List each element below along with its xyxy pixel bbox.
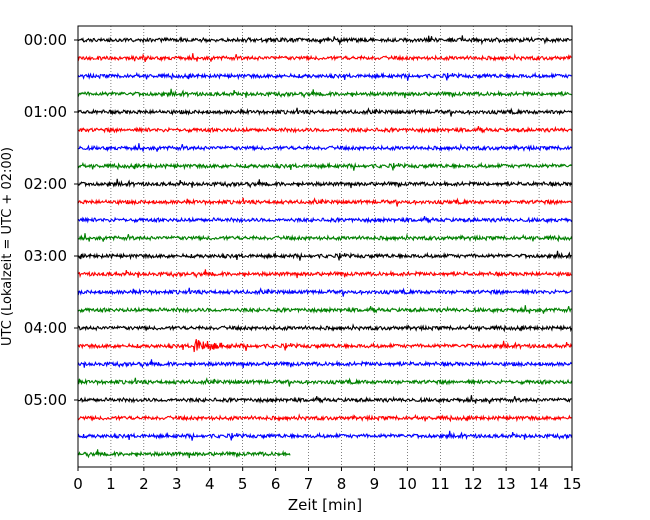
y-tick-label: 03:00 xyxy=(24,247,67,265)
x-tick-label: 7 xyxy=(304,475,314,493)
x-tick-label: 14 xyxy=(530,475,549,493)
x-tick-label: 9 xyxy=(370,475,380,493)
seismic-trace xyxy=(77,430,573,441)
plot-frame xyxy=(77,25,573,468)
seismic-trace xyxy=(77,125,573,134)
seismic-trace xyxy=(77,233,573,243)
seismic-trace xyxy=(77,269,572,279)
seismic-trace xyxy=(77,395,572,404)
x-tick-label: 3 xyxy=(172,475,182,493)
seismic-trace xyxy=(77,107,573,117)
seismic-trace xyxy=(77,35,572,46)
y-tick-label: 04:00 xyxy=(24,319,67,337)
y-tick-label: 05:00 xyxy=(24,391,67,409)
x-axis: 0 1 2 3 4 5 6 7 8 9 10 11 12 13 14 15 xyxy=(73,467,582,493)
seismic-trace xyxy=(77,143,572,152)
x-tick-label: 13 xyxy=(497,475,516,493)
seismic-trace xyxy=(77,161,572,171)
x-tick-label: 6 xyxy=(271,475,281,493)
seismic-trace xyxy=(77,338,573,353)
x-tick-label: 15 xyxy=(562,475,581,493)
seismic-trace xyxy=(77,287,572,297)
y-axis: 00:00 01:00 02:00 03:00 04:00 05:00 xyxy=(24,31,78,409)
y-axis-label: UTC (Lokalzeit = UTC + 02:00) xyxy=(0,147,15,346)
seismic-trace xyxy=(77,250,572,261)
x-tick-label: 2 xyxy=(139,475,149,493)
seismic-trace xyxy=(77,359,572,369)
seismic-trace xyxy=(77,449,291,459)
x-tick-label: 12 xyxy=(464,475,483,493)
seismic-trace xyxy=(77,305,572,314)
y-tick-label: 02:00 xyxy=(24,175,67,193)
seismic-trace xyxy=(77,413,572,423)
x-tick-label: 0 xyxy=(73,475,83,493)
seismic-trace xyxy=(77,215,573,224)
seismic-trace xyxy=(77,197,572,207)
x-tick-label: 5 xyxy=(238,475,248,493)
seismic-trace xyxy=(77,53,572,63)
seismic-trace xyxy=(77,377,573,387)
x-tick-label: 4 xyxy=(205,475,215,493)
seismic-trace xyxy=(77,323,573,333)
seismic-trace xyxy=(77,88,572,99)
trace-group xyxy=(77,35,573,459)
seismic-trace xyxy=(77,178,573,189)
y-tick-label: 00:00 xyxy=(24,31,67,49)
x-axis-label: Zeit [min] xyxy=(288,496,362,514)
x-tick-label: 10 xyxy=(398,475,417,493)
seismic-trace xyxy=(77,71,572,81)
x-tick-label: 8 xyxy=(337,475,347,493)
y-tick-label: 01:00 xyxy=(24,103,67,121)
x-tick-label: 1 xyxy=(106,475,116,493)
x-tick-label: 11 xyxy=(431,475,450,493)
